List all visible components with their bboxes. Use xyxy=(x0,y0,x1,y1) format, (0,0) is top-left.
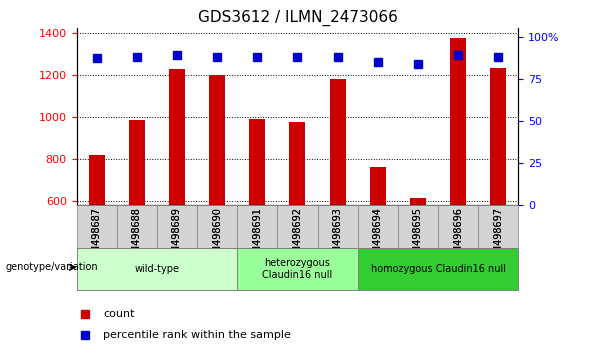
Bar xyxy=(209,75,225,327)
Text: GSM498691: GSM498691 xyxy=(252,207,262,266)
Text: GSM498687: GSM498687 xyxy=(92,207,102,267)
Bar xyxy=(169,69,185,327)
Text: GSM498689: GSM498689 xyxy=(172,207,182,266)
Text: GSM498693: GSM498693 xyxy=(333,207,343,266)
FancyBboxPatch shape xyxy=(478,205,518,248)
Text: GSM498694: GSM498694 xyxy=(373,207,383,266)
Bar xyxy=(289,122,306,327)
FancyBboxPatch shape xyxy=(438,205,478,248)
Text: GSM498697: GSM498697 xyxy=(493,207,503,267)
FancyBboxPatch shape xyxy=(197,205,237,248)
Text: GSM498696: GSM498696 xyxy=(453,207,463,266)
Text: GSM498693: GSM498693 xyxy=(333,207,343,266)
Text: count: count xyxy=(103,309,134,319)
FancyBboxPatch shape xyxy=(317,205,358,248)
FancyBboxPatch shape xyxy=(237,248,358,290)
Bar xyxy=(490,68,507,327)
Text: homozygous Claudin16 null: homozygous Claudin16 null xyxy=(370,264,505,274)
FancyBboxPatch shape xyxy=(157,205,197,248)
Text: GSM498692: GSM498692 xyxy=(293,207,302,267)
Text: GSM498687: GSM498687 xyxy=(92,207,102,267)
Text: GSM498689: GSM498689 xyxy=(172,207,182,266)
Bar xyxy=(410,198,426,327)
Text: GSM498695: GSM498695 xyxy=(413,207,423,267)
Text: GSM498688: GSM498688 xyxy=(132,207,142,266)
Bar xyxy=(88,155,105,327)
Text: wild-type: wild-type xyxy=(134,264,180,274)
Text: GSM498697: GSM498697 xyxy=(493,207,503,267)
Text: GSM498696: GSM498696 xyxy=(453,207,463,266)
Text: percentile rank within the sample: percentile rank within the sample xyxy=(103,330,291,340)
Bar xyxy=(370,167,386,327)
Text: GSM498691: GSM498691 xyxy=(252,207,262,266)
Bar xyxy=(129,120,145,327)
Text: genotype/variation: genotype/variation xyxy=(6,262,98,272)
Bar xyxy=(450,38,466,327)
FancyBboxPatch shape xyxy=(398,205,438,248)
Bar xyxy=(330,79,346,327)
Text: GSM498695: GSM498695 xyxy=(413,207,423,267)
FancyBboxPatch shape xyxy=(277,205,317,248)
Bar xyxy=(249,119,265,327)
FancyBboxPatch shape xyxy=(77,248,237,290)
Text: GSM498690: GSM498690 xyxy=(212,207,222,266)
Text: heterozygous
Claudin16 null: heterozygous Claudin16 null xyxy=(262,258,333,280)
Text: GSM498692: GSM498692 xyxy=(293,207,302,267)
Title: GDS3612 / ILMN_2473066: GDS3612 / ILMN_2473066 xyxy=(197,9,398,25)
Text: GSM498690: GSM498690 xyxy=(212,207,222,266)
Text: GSM498694: GSM498694 xyxy=(373,207,383,266)
FancyBboxPatch shape xyxy=(117,205,157,248)
Text: GSM498688: GSM498688 xyxy=(132,207,142,266)
FancyBboxPatch shape xyxy=(77,205,117,248)
FancyBboxPatch shape xyxy=(237,205,277,248)
FancyBboxPatch shape xyxy=(358,248,518,290)
FancyBboxPatch shape xyxy=(358,205,398,248)
